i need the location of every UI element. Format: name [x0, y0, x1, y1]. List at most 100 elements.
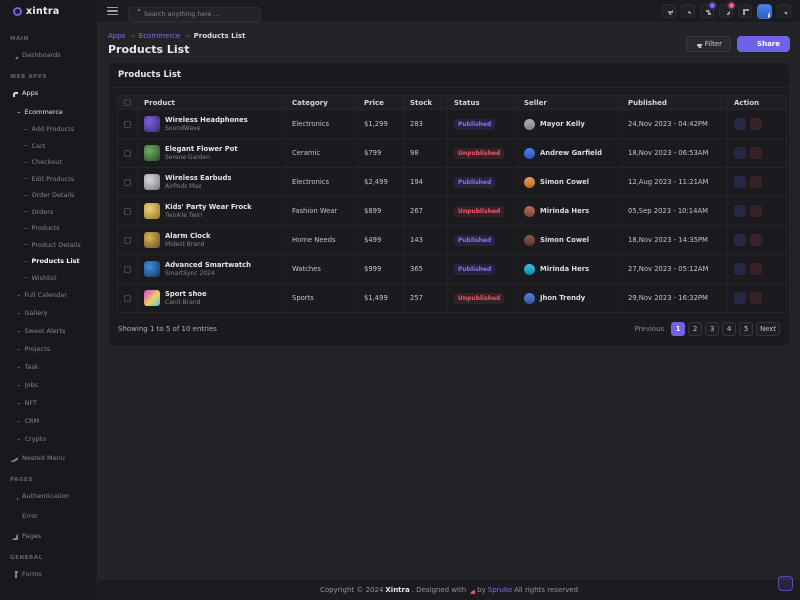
pagination-page-4[interactable]: 4: [722, 322, 737, 336]
edit-button[interactable]: [734, 176, 746, 188]
notifications-button[interactable]: [719, 3, 734, 18]
sidebar-item-crypto[interactable]: – Crypto: [0, 430, 97, 448]
sidebar-item-add-products[interactable]: – Add Products: [0, 121, 97, 138]
footer-brand[interactable]: Xintra: [385, 586, 410, 594]
edit-button[interactable]: [734, 292, 746, 304]
sidebar-item-authentication[interactable]: Authentication: [0, 486, 97, 506]
row-checkbox[interactable]: [124, 236, 131, 244]
pagination-page-1[interactable]: 1: [671, 322, 686, 336]
chevron-down-icon: [84, 455, 90, 461]
status-badge: Published: [454, 118, 496, 130]
edit-button[interactable]: [734, 147, 746, 159]
cell-stock: 98: [403, 138, 448, 168]
sidebar-item-nested-menu[interactable]: Nested Menu: [0, 448, 97, 468]
cell-published: 24,Nov 2023 - 04:42PM: [621, 109, 728, 139]
scroll-to-top-button[interactable]: [778, 576, 793, 591]
sidebar-item-crm[interactable]: – CRM: [0, 412, 97, 430]
edit-button[interactable]: [734, 263, 746, 275]
pencil-icon: [739, 124, 744, 128]
menu-toggle-icon[interactable]: [107, 6, 118, 16]
sidebar-item-forms[interactable]: Forms: [0, 564, 97, 584]
pagination-next[interactable]: Next: [756, 322, 780, 336]
sidebar-item-products-list[interactable]: – Products List: [0, 253, 97, 270]
sidebar-item-pages[interactable]: Pages: [0, 526, 97, 546]
edit-button[interactable]: [734, 205, 746, 217]
topbar: [98, 0, 800, 23]
sidebar-item-products[interactable]: – Products: [0, 220, 97, 237]
sidebar-item-error[interactable]: Error: [0, 506, 97, 526]
sidebar-item-ecommerce[interactable]: – Ecommerce: [0, 103, 97, 121]
row-checkbox[interactable]: [124, 178, 131, 186]
settings-button[interactable]: [777, 4, 791, 18]
translate-button[interactable]: [662, 4, 676, 18]
share-button[interactable]: Share: [737, 36, 790, 52]
sidebar-item-edit-products[interactable]: – Edit Products: [0, 171, 97, 188]
sidebar-item-dashboards[interactable]: Dashboards: [0, 45, 97, 65]
edit-button[interactable]: [734, 118, 746, 130]
select-all-checkbox[interactable]: [124, 99, 131, 106]
pagination-previous[interactable]: Previous: [631, 325, 669, 333]
copyright-text: Copyright © 2024: [319, 586, 384, 594]
sidebar-item-orders[interactable]: – Orders: [0, 204, 97, 221]
sidebar-item-wishlist[interactable]: – Wishlist: [0, 270, 97, 287]
sidebar-item-label: Products: [31, 224, 60, 233]
row-checkbox[interactable]: [124, 265, 131, 273]
filter-button[interactable]: Filter: [685, 36, 732, 52]
sidebar-item-product-details[interactable]: – Product Details: [0, 237, 97, 254]
bullet-dash: –: [17, 290, 21, 299]
sidebar-item-projects[interactable]: – Projects: [0, 340, 97, 358]
brand-logo[interactable]: xintra: [0, 0, 97, 23]
seller-name: Jhon Trendy: [540, 294, 586, 302]
pagination-page-5[interactable]: 5: [739, 322, 754, 336]
delete-button[interactable]: [750, 205, 762, 217]
sidebar-item-full-calendar[interactable]: – Full Calendar: [0, 286, 97, 304]
delete-button[interactable]: [750, 147, 762, 159]
chevron-up-icon: [84, 90, 90, 96]
sidebar-item-task[interactable]: – Task: [0, 358, 97, 376]
delete-button[interactable]: [750, 234, 762, 246]
sidebar-item-sweet-alerts[interactable]: – Sweet Alerts: [0, 322, 97, 340]
search-input[interactable]: [128, 6, 261, 22]
sidebar-item-apps[interactable]: Apps: [0, 83, 97, 103]
theme-toggle-button[interactable]: [681, 4, 695, 18]
breadcrumb-link[interactable]: Apps: [108, 32, 126, 40]
designer-link[interactable]: Spruko: [487, 586, 513, 594]
sidebar-item-jobs[interactable]: – Jobs: [0, 376, 97, 394]
topbar-icons: [662, 3, 791, 19]
profile-avatar[interactable]: [757, 3, 772, 19]
table-row: Advanced Smartwatch SmartSync 2024 Watches…: [117, 254, 787, 284]
sidebar-item-order-details[interactable]: – Order Details: [0, 187, 97, 204]
row-checkbox[interactable]: [124, 294, 131, 302]
row-checkbox[interactable]: [124, 120, 131, 128]
search-box: [128, 1, 261, 22]
brand-logo-icon: [13, 7, 22, 16]
sidebar-item-checkout[interactable]: – Checkout: [0, 154, 97, 171]
delete-button[interactable]: [750, 118, 762, 130]
delete-button[interactable]: [750, 292, 762, 304]
fullscreen-button[interactable]: [738, 4, 752, 18]
cart-icon: [705, 10, 711, 15]
table-row: Elegant Flower Pot Serene Garden Ceramic $7…: [117, 138, 787, 168]
edit-button[interactable]: [734, 234, 746, 246]
seller-avatar: [524, 234, 535, 246]
sidebar-item-label: Cart: [31, 141, 46, 150]
sidebar-item-nft[interactable]: – NFT: [0, 394, 97, 412]
pencil-icon: [739, 240, 744, 244]
breadcrumb-link[interactable]: Ecommerce: [138, 32, 181, 40]
sidebar-item-gallery[interactable]: – Gallery: [0, 304, 97, 322]
pagination-page-3[interactable]: 3: [705, 322, 720, 336]
user-avatar-icon: [763, 11, 770, 18]
delete-button[interactable]: [750, 263, 762, 275]
brand-name: xintra: [26, 6, 60, 17]
sidebar-item-cart[interactable]: – Cart: [0, 138, 97, 155]
pagination-page-2[interactable]: 2: [688, 322, 703, 336]
delete-button[interactable]: [750, 176, 762, 188]
product-name: Wireless Headphones: [165, 116, 248, 124]
chevron-down-icon: [84, 571, 90, 577]
showing-entries-text: Showing 1 to 5 of 10 entries: [118, 325, 217, 333]
row-checkbox[interactable]: [124, 149, 131, 157]
row-checkbox[interactable]: [124, 207, 131, 215]
cart-button[interactable]: [700, 3, 715, 18]
chevron-down-icon: [84, 436, 90, 442]
main-content: Apps → Ecommerce → Products List Products Li…: [98, 23, 800, 579]
